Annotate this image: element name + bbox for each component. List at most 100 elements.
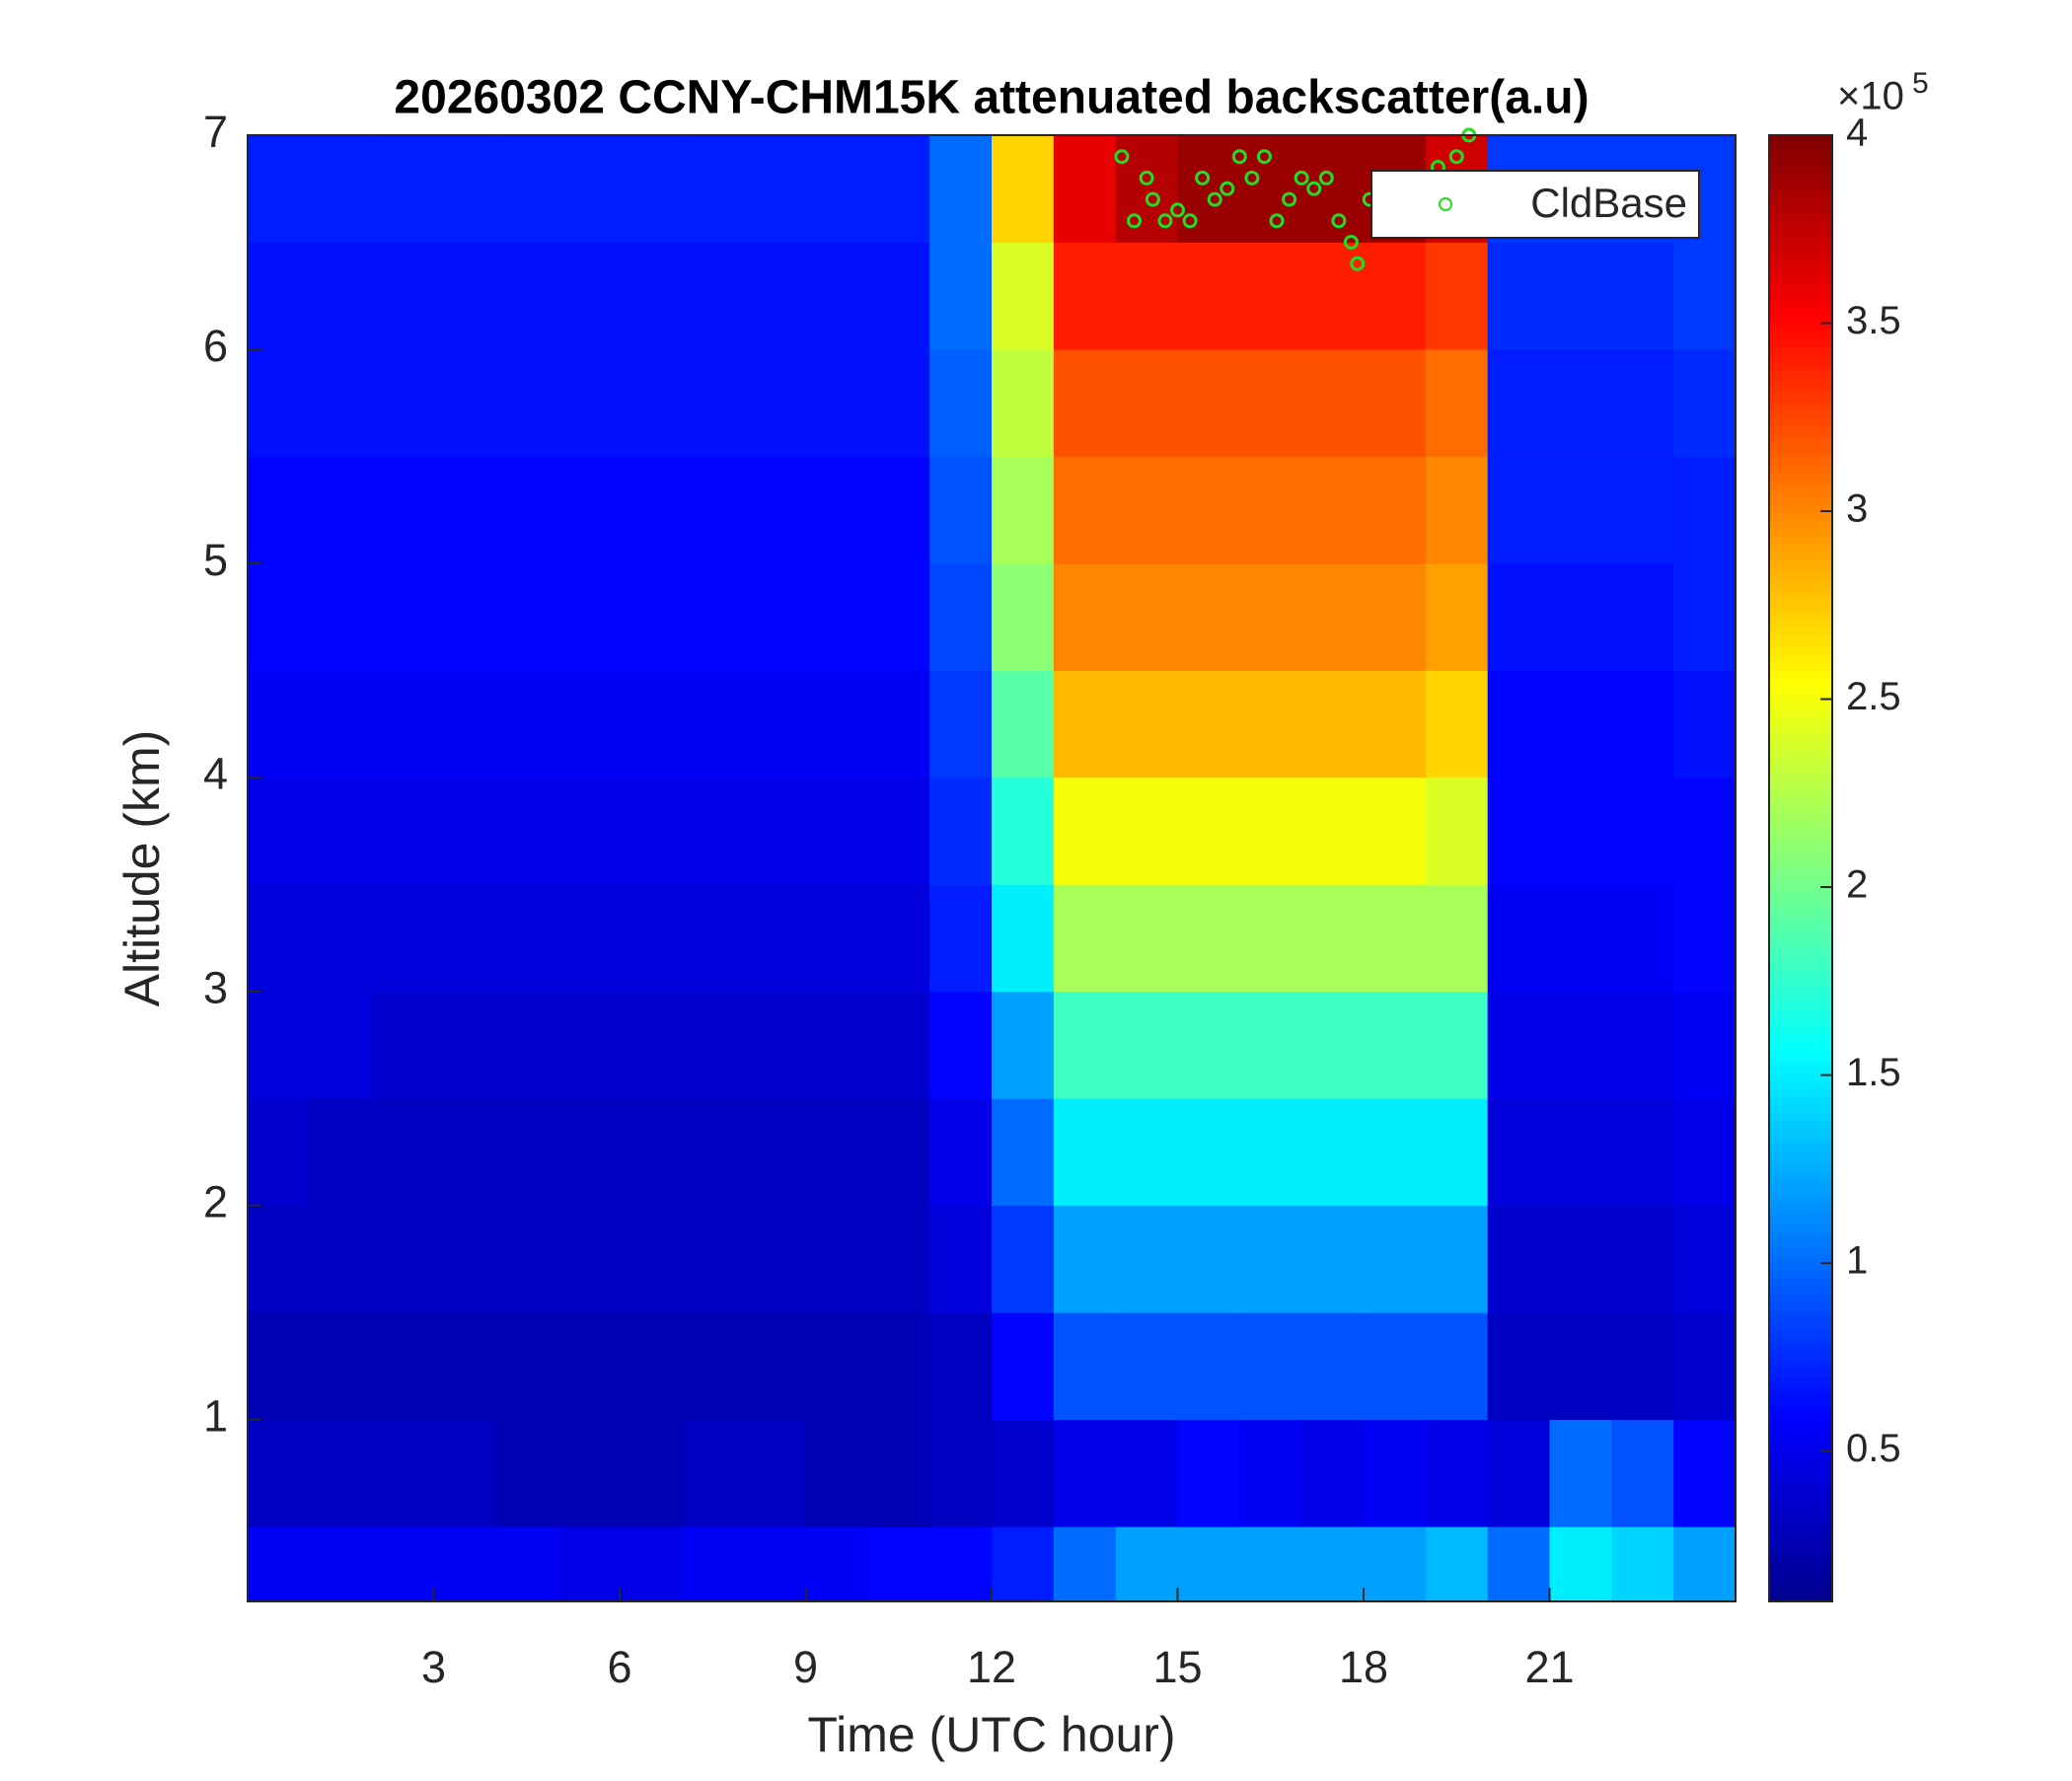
heat-cell (743, 562, 806, 671)
heat-cell (743, 1205, 806, 1313)
heat-cell (309, 1098, 373, 1207)
heat-cell (1177, 456, 1240, 564)
heat-cell (1364, 1419, 1427, 1527)
heat-cell (309, 135, 373, 243)
heat-cell (1239, 991, 1302, 1099)
heat-cell (1301, 562, 1365, 671)
heat-cell (1239, 1205, 1302, 1313)
heat-cell (433, 1419, 496, 1527)
heat-cell (1425, 1098, 1489, 1207)
heat-cell (1425, 1526, 1489, 1602)
heat-cell (1487, 1205, 1550, 1313)
heat-cell (433, 777, 496, 885)
x-tick-label: 12 (967, 1642, 1016, 1692)
heat-cell (309, 1205, 373, 1313)
heat-cell (1239, 884, 1302, 993)
heat-cell (1177, 884, 1240, 993)
heat-cell (1177, 670, 1240, 779)
heat-cell (620, 242, 683, 350)
heat-cell (557, 562, 621, 671)
heat-cell (1487, 456, 1550, 564)
x-tick-label: 18 (1339, 1642, 1388, 1692)
heat-cell (248, 1419, 311, 1527)
heat-cell (681, 1312, 745, 1421)
heat-cell (1239, 242, 1302, 350)
heat-cell (1364, 1205, 1427, 1313)
heat-cell (371, 1419, 434, 1527)
heat-cell (992, 562, 1055, 671)
heat-cell (1301, 1205, 1365, 1313)
heat-cell (929, 777, 993, 885)
heat-cell (1115, 1526, 1178, 1602)
heat-cell (805, 562, 868, 671)
heat-cell (1115, 242, 1178, 350)
heat-cell (248, 884, 311, 993)
heat-cell (1673, 670, 1737, 779)
legend-label: CldBase (1530, 180, 1687, 226)
heat-cell (1301, 456, 1365, 564)
heat-cell (1487, 777, 1550, 885)
colorbar-tick-label: 3 (1846, 487, 1868, 531)
heat-cell (557, 348, 621, 457)
x-tick-label: 15 (1152, 1642, 1202, 1692)
colorbar (1769, 135, 1832, 1601)
heat-cell (1673, 456, 1737, 564)
colorbar-tick-label: 3.5 (1846, 299, 1901, 342)
heat-cell (1115, 777, 1178, 885)
heat-cell (1487, 348, 1550, 457)
heat-cell (681, 991, 745, 1099)
heat-cell (1053, 670, 1117, 779)
heat-cell (1673, 1419, 1737, 1527)
heat-cell (1425, 1419, 1489, 1527)
heat-cell (929, 1419, 993, 1527)
heat-cell (1177, 1098, 1240, 1207)
heat-cell (1053, 456, 1117, 564)
heat-cell (1239, 562, 1302, 671)
heat-cell (433, 242, 496, 350)
heat-cell (743, 1526, 806, 1602)
heat-cell (867, 562, 930, 671)
heat-cell (1301, 348, 1365, 457)
heat-cell (1611, 1312, 1674, 1421)
heat-cell (620, 670, 683, 779)
heat-cell (1673, 991, 1737, 1099)
heat-cell (681, 348, 745, 457)
heat-cell (1053, 1098, 1117, 1207)
heat-cell (309, 562, 373, 671)
heat-cell (681, 562, 745, 671)
legend-marker (1439, 197, 1452, 211)
heat-cell (1364, 670, 1427, 779)
cloud-base-point (1282, 191, 1297, 207)
heat-cell (1364, 884, 1427, 993)
heat-cell (1487, 1098, 1550, 1207)
heat-cell (309, 242, 373, 350)
heat-cell (1301, 991, 1365, 1099)
heat-cell (1239, 348, 1302, 457)
heat-cell (867, 777, 930, 885)
heat-cell (805, 777, 868, 885)
heat-cell (248, 348, 311, 457)
heat-cell (1549, 1205, 1612, 1313)
heat-cell (992, 1098, 1055, 1207)
heat-cell (620, 456, 683, 564)
heat-cell (495, 991, 558, 1099)
y-tick-label: 5 (203, 535, 228, 585)
heat-cell (992, 242, 1055, 350)
heat-cell (371, 1312, 434, 1421)
heat-cell (620, 777, 683, 885)
y-tick-label: 7 (203, 107, 228, 157)
cloud-base-point (1231, 149, 1247, 165)
heat-cell (1611, 1419, 1674, 1527)
cloud-base-point (1207, 191, 1222, 207)
cloud-base-point (1448, 149, 1464, 165)
x-tick-label: 3 (421, 1642, 446, 1692)
heat-cell (1425, 242, 1489, 350)
heat-cell (620, 1098, 683, 1207)
heat-cell (681, 777, 745, 885)
cloud-base-point (1157, 213, 1173, 229)
heat-cell (433, 456, 496, 564)
heat-cell (805, 884, 868, 993)
heat-cell (495, 777, 558, 885)
heat-cell (743, 1098, 806, 1207)
